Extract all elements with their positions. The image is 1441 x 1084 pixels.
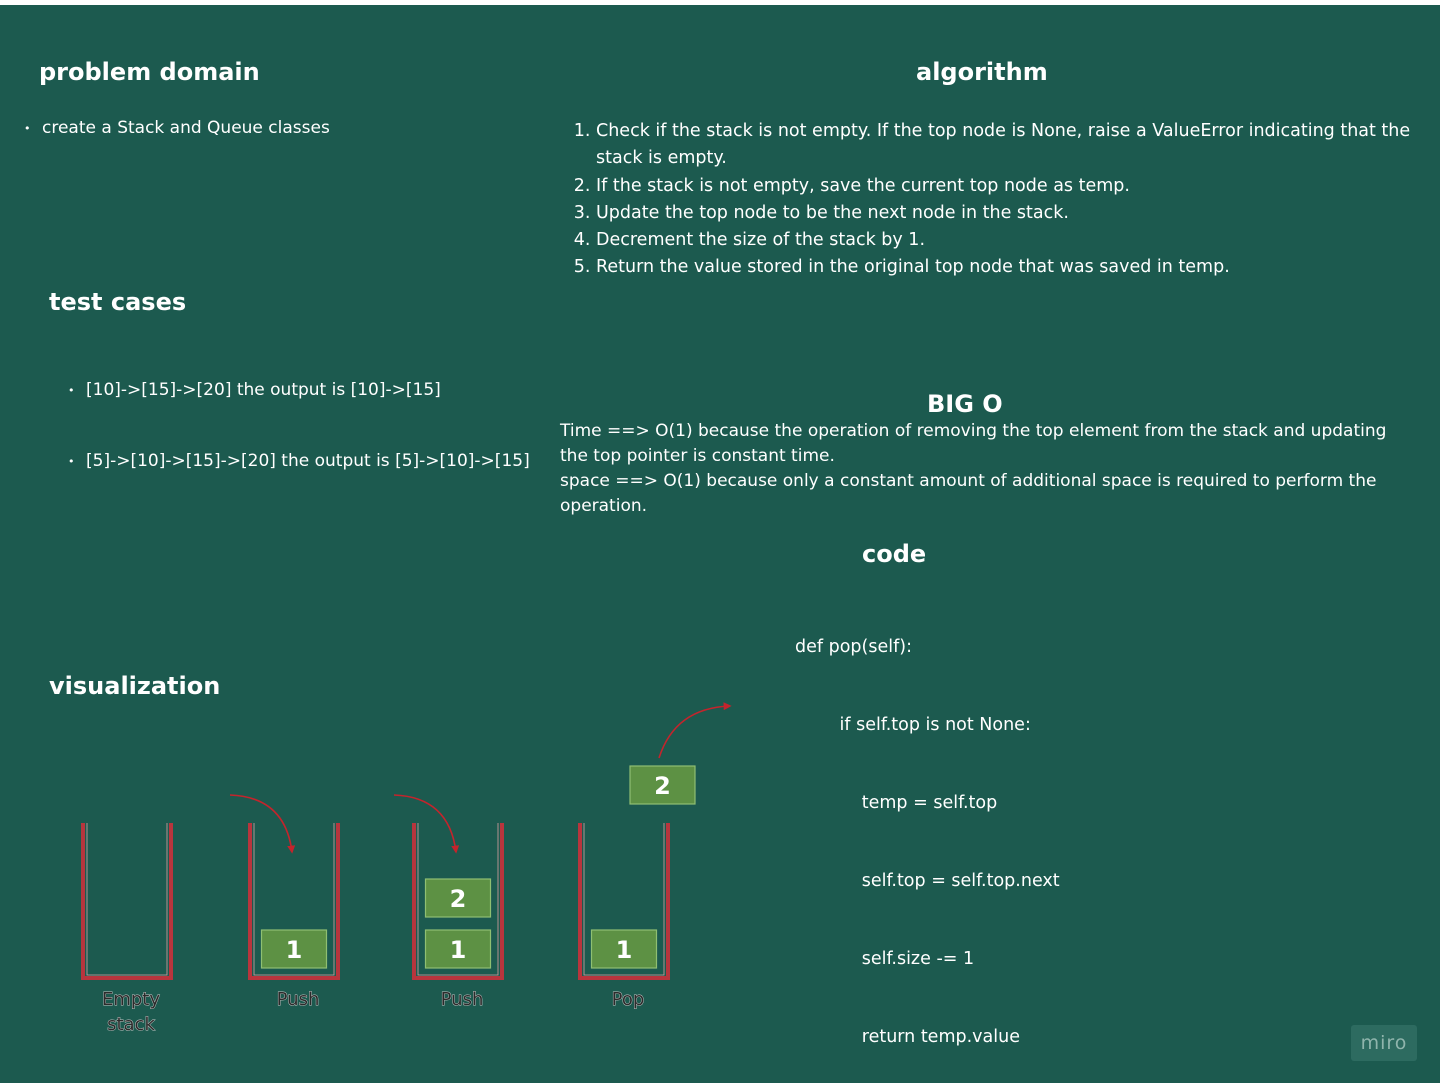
stack-label: Push [277, 989, 320, 1010]
miro-logo: miro [1351, 1025, 1417, 1061]
problem-domain-list: create a Stack and Queue classes [24, 115, 504, 142]
code-line: temp = self.top [795, 793, 998, 813]
algorithm-step: Check if the stack is not empty. If the … [596, 118, 1440, 173]
code-line: self.size -= 1 [795, 949, 975, 969]
code-line: return temp.value [795, 1027, 1020, 1047]
stack-container-inner [417, 823, 499, 976]
problem-domain-title: problem domain [39, 58, 260, 86]
visualization-title: visualization [49, 672, 221, 700]
code-line: def pop(self): [795, 637, 912, 657]
stack-container [578, 823, 670, 980]
stack-block-label: 1 [286, 936, 303, 964]
problem-domain-item: create a Stack and Queue classes [24, 115, 504, 142]
stack-block [590, 929, 658, 969]
big-o-space: space ==> O(1) because only a constant a… [560, 471, 1377, 516]
stack-visualization: Empty stack 1 Push 1 2 Push 1 2 Pop [81, 702, 732, 1035]
push-arrow [229, 794, 296, 854]
code-block: def pop(self): if self.top is not None: … [795, 582, 1208, 1083]
stack-container-inner [86, 823, 168, 976]
code-title: code [862, 540, 927, 568]
algorithm-step: Update the top node to be the next node … [596, 200, 1440, 227]
stack-container-inner [583, 823, 665, 976]
algorithm-title: algorithm [916, 58, 1048, 86]
big-o-text: Time ==> O(1) because the operation of r… [560, 419, 1390, 519]
stack-container-inner [253, 823, 335, 976]
stack-label: stack [107, 1014, 155, 1035]
big-o-title: BIG O [927, 390, 1003, 418]
stack-block [424, 929, 492, 969]
pop-arrow [658, 702, 732, 759]
algorithm-step: Decrement the size of the stack by 1. [596, 227, 1440, 254]
stack-container [81, 823, 173, 980]
code-line: self.top = self.top.next [795, 871, 1060, 891]
stack-block [629, 765, 696, 805]
test-cases-title: test cases [49, 288, 187, 316]
big-o-time: Time ==> O(1) because the operation of r… [560, 421, 1387, 466]
algorithm-step: If the stack is not empty, save the curr… [596, 173, 1440, 200]
stack-label: Push [441, 989, 484, 1010]
board-canvas: problem domain create a Stack and Queue … [0, 5, 1440, 1083]
stack-block-label: 1 [450, 936, 467, 964]
stack-block-label: 2 [450, 885, 467, 913]
stack-block-label: 2 [654, 772, 671, 800]
stack-container [412, 823, 504, 980]
code-line: if self.top is not None: [795, 715, 1031, 735]
stack-label: Pop [612, 989, 645, 1010]
algorithm-step: Return the value stored in the original … [596, 254, 1440, 281]
stack-block [260, 929, 328, 969]
push-arrow [393, 794, 460, 854]
stack-container [248, 823, 340, 980]
test-cases-list: [10]->[15]->[20] the output is [10]->[15… [68, 377, 548, 475]
test-case-item: [10]->[15]->[20] the output is [10]->[15… [68, 377, 548, 404]
stack-label: Empty [102, 989, 160, 1010]
test-case-item: [5]->[10]->[15]->[20] the output is [5]-… [68, 448, 548, 475]
stack-block [424, 878, 492, 918]
algorithm-steps: Check if the stack is not empty. If the … [570, 118, 1440, 282]
stack-block-label: 1 [616, 936, 633, 964]
